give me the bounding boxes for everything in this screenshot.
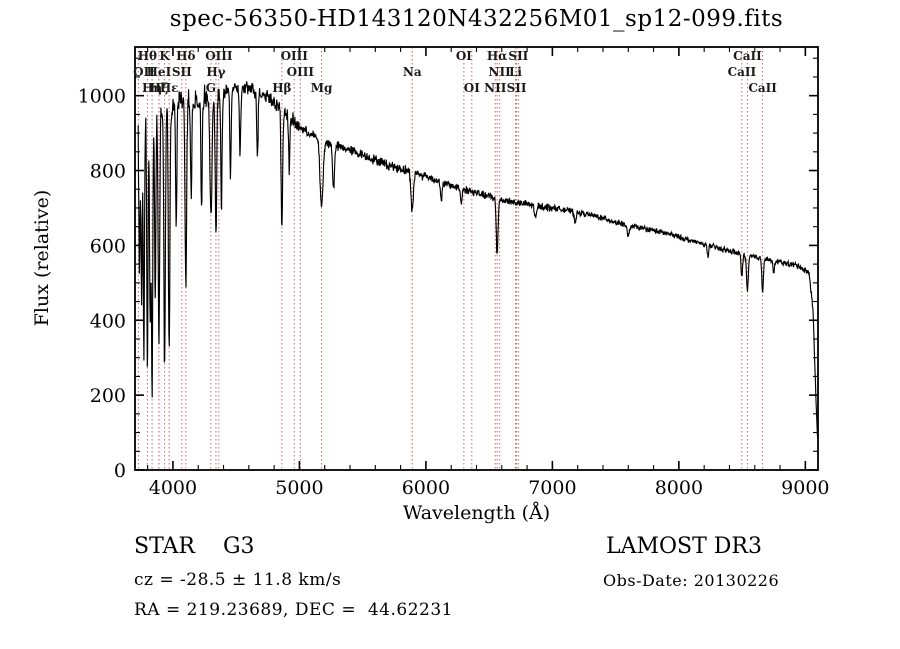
plot-frame bbox=[134, 46, 819, 471]
x-axis-label: Wavelength (Å) bbox=[402, 502, 551, 524]
ra-dec: RA = 219.23689, DEC = 44.62231 bbox=[134, 600, 453, 620]
line-label-NII: NII bbox=[489, 65, 512, 79]
y-tick-label: 600 bbox=[90, 235, 126, 257]
line-label-G: G bbox=[206, 81, 216, 95]
line-label-SII: SII bbox=[172, 65, 192, 79]
x-tick-label: 6000 bbox=[402, 477, 450, 499]
x-tick-label: 7000 bbox=[528, 477, 576, 499]
line-label-CaII: CaII bbox=[733, 49, 762, 63]
line-label-OI: OI bbox=[464, 81, 480, 95]
x-tick-label: 8000 bbox=[655, 477, 703, 499]
spectrum-path bbox=[137, 81, 819, 438]
line-label-K: K bbox=[159, 49, 170, 63]
line-label-Hα: Hα bbox=[487, 49, 508, 63]
y-tick-label: 200 bbox=[90, 385, 126, 407]
cz-value: cz = -28.5 ± 11.8 km/s bbox=[134, 570, 342, 590]
line-label-NII: NII bbox=[484, 81, 507, 95]
line-label-Hε: Hε bbox=[160, 81, 179, 95]
line-label-Hθ: Hθ bbox=[138, 49, 157, 63]
page-title: spec-56350-HD143120N432256M01_sp12-099.f… bbox=[169, 6, 784, 32]
line-label-CaII: CaII bbox=[748, 81, 777, 95]
line-label-OIII: OIII bbox=[205, 49, 233, 63]
line-label-Hη: Hη bbox=[142, 81, 162, 95]
line-label-Mg: Mg bbox=[311, 81, 333, 95]
obs-date: Obs-Date: 20130226 bbox=[603, 571, 780, 590]
line-label-Hδ: Hδ bbox=[176, 49, 195, 63]
line-label-Li: Li bbox=[509, 65, 522, 79]
line-label-SII: SII bbox=[507, 81, 527, 95]
line-label-OI: OI bbox=[456, 49, 472, 63]
survey-label: LAMOST DR3 bbox=[606, 534, 762, 559]
line-label-OIII: OIII bbox=[281, 49, 309, 63]
line-label-Hβ: Hβ bbox=[272, 81, 291, 95]
y-tick-label: 400 bbox=[90, 310, 126, 332]
line-label-SII: SII bbox=[508, 49, 528, 63]
x-tick-label: 9000 bbox=[781, 477, 829, 499]
line-label-CaII: CaII bbox=[728, 65, 757, 79]
line-label-HeI: HeI bbox=[147, 65, 172, 79]
line-label-OIII: OIII bbox=[287, 65, 315, 79]
classification-label: STAR G3 bbox=[134, 534, 255, 559]
line-label-OII: OII bbox=[133, 65, 155, 79]
line-label-Na: Na bbox=[403, 65, 422, 79]
line-label-Hγ: Hγ bbox=[206, 65, 225, 79]
y-tick-label: 1000 bbox=[78, 86, 126, 108]
y-tick-label: 800 bbox=[90, 161, 126, 183]
y-tick-label: 0 bbox=[114, 460, 126, 482]
x-tick-label: 5000 bbox=[275, 477, 323, 499]
line-label-Hζ: Hζ bbox=[150, 81, 168, 95]
x-tick-label: 4000 bbox=[149, 477, 197, 499]
